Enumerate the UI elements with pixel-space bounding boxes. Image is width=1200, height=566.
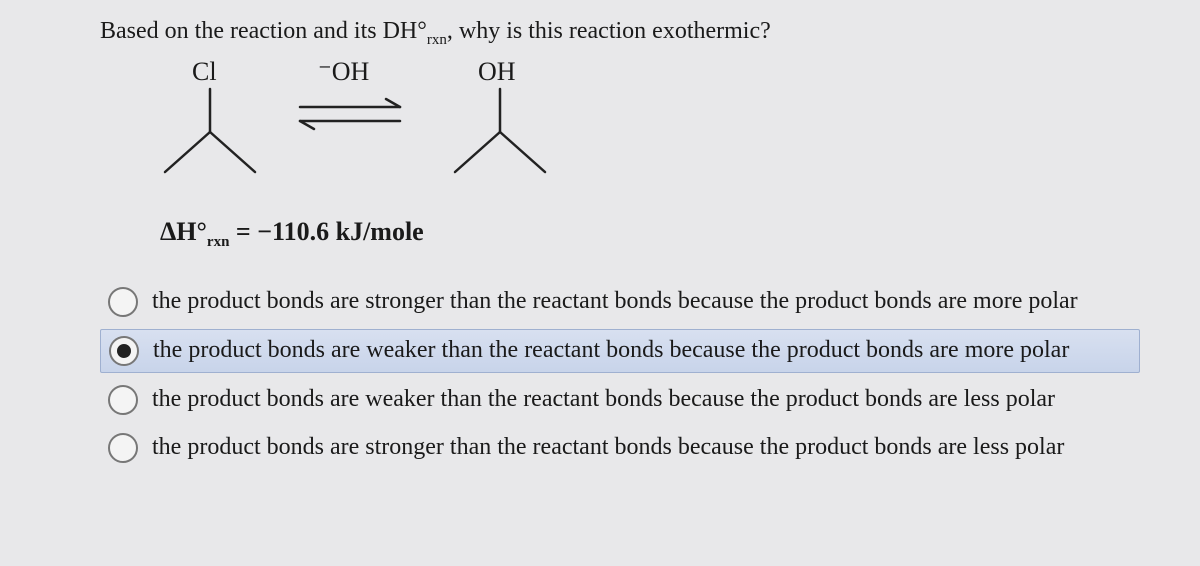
radio-icon[interactable] [108, 433, 138, 463]
product-structure [440, 77, 560, 187]
reactant-structure [150, 77, 270, 187]
option-label: the product bonds are stronger than the … [152, 434, 1064, 461]
reaction-scheme: Cl ⁻OH OH [150, 57, 1140, 207]
option-label: the product bonds are stronger than the … [152, 288, 1078, 315]
radio-icon[interactable] [108, 287, 138, 317]
reagent-label: ⁻OH [318, 57, 369, 87]
radio-icon[interactable] [109, 336, 139, 366]
options-group: the product bonds are stronger than the … [100, 281, 1140, 469]
quiz-page: Based on the reaction and its DH°rxn, wh… [0, 0, 1200, 566]
question-suffix: , why is this reaction exothermic? [447, 18, 771, 44]
equilibrium-arrow-icon [290, 95, 410, 135]
delta-h-sub: rxn [207, 234, 230, 250]
option-label: the product bonds are weaker than the re… [153, 337, 1069, 364]
question-sub: rxn [427, 32, 447, 48]
question-text: Based on the reaction and its DH°rxn, wh… [100, 18, 1140, 49]
option-3[interactable]: the product bonds are weaker than the re… [100, 379, 1140, 421]
question-prefix: Based on the reaction and its DH° [100, 18, 427, 44]
option-4[interactable]: the product bonds are stronger than the … [100, 427, 1140, 469]
option-1[interactable]: the product bonds are stronger than the … [100, 281, 1140, 323]
delta-h-symbol: ΔH° [160, 217, 207, 246]
delta-h-value: ΔH°rxn = −110.6 kJ/mole [160, 217, 1140, 251]
option-label: the product bonds are weaker than the re… [152, 386, 1055, 413]
option-2[interactable]: the product bonds are weaker than the re… [100, 329, 1140, 373]
radio-icon[interactable] [108, 385, 138, 415]
delta-h-eq: = −110.6 kJ/mole [229, 217, 423, 246]
